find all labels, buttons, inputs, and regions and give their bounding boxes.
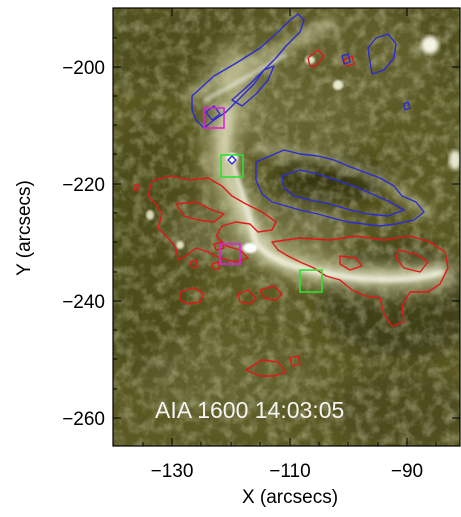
x-tick-label: −90 [391,461,423,482]
magenta-box-upper [203,107,225,129]
x-tick-label: −110 [269,461,310,482]
green-box-lower [299,269,323,293]
x-tick-label: −130 [151,461,194,482]
y-tick-label: −200 [62,58,105,79]
granular-texture [113,8,460,446]
y-tick-labels: −200 −220 −240 −260 [62,58,105,430]
y-tick-label: −260 [62,409,105,430]
x-tick-marks [142,8,437,446]
plot-frame [112,7,461,447]
instrument-timestamp-label: AIA 1600 14:03:05 [155,397,344,423]
x-tick-labels: −130 −110 −90 [151,461,424,482]
blue-contours [191,13,425,227]
y-tick-label: −240 [62,292,105,313]
magenta-box-lower [219,243,241,265]
y-axis-label: Y (arcsecs) [14,180,35,276]
x-axis-label: X (arcsecs) [242,487,338,508]
y-tick-label: −220 [62,175,105,196]
y-tick-marks [113,37,460,419]
green-box-upper [220,154,244,178]
solar-image: AIA 1600 14:03:05 [113,8,460,446]
